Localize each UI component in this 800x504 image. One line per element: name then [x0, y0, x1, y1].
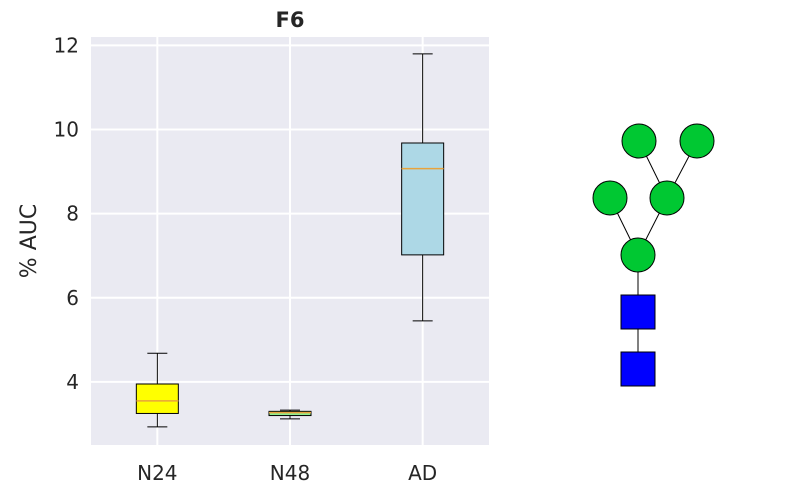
glycan-circle-icon [592, 180, 628, 216]
box-N48 [268, 409, 312, 420]
glycan-circle-icon [620, 237, 656, 273]
y-tick-label: 8 [66, 202, 79, 226]
box-body [135, 383, 179, 414]
glycan-circle-icon [621, 123, 657, 159]
x-tick-label: AD [408, 461, 437, 485]
box-body [401, 142, 445, 256]
x-tick-label: N48 [270, 461, 310, 485]
y-tick-label: 10 [54, 118, 79, 142]
y-tick-label: 6 [66, 286, 79, 310]
y-tick-label: 4 [66, 370, 79, 394]
y-tick-label: 12 [54, 33, 79, 57]
y-axis-label: % AUC [17, 204, 42, 278]
glycan-structure [592, 123, 715, 387]
x-ticks: N24 N48 AD [137, 461, 437, 485]
glycan-square-icon [620, 294, 656, 330]
boxes [135, 53, 445, 428]
glycan-square-icon [620, 351, 656, 387]
glycan-circle-icon [679, 123, 715, 159]
box-N24 [135, 352, 179, 428]
chart-title: F6 [276, 8, 305, 32]
box-AD [401, 53, 445, 322]
x-tick-label: N24 [137, 461, 177, 485]
glycan-circle-icon [649, 180, 685, 216]
box-body [268, 410, 312, 417]
y-ticks: 4 6 8 10 12 [54, 33, 79, 393]
